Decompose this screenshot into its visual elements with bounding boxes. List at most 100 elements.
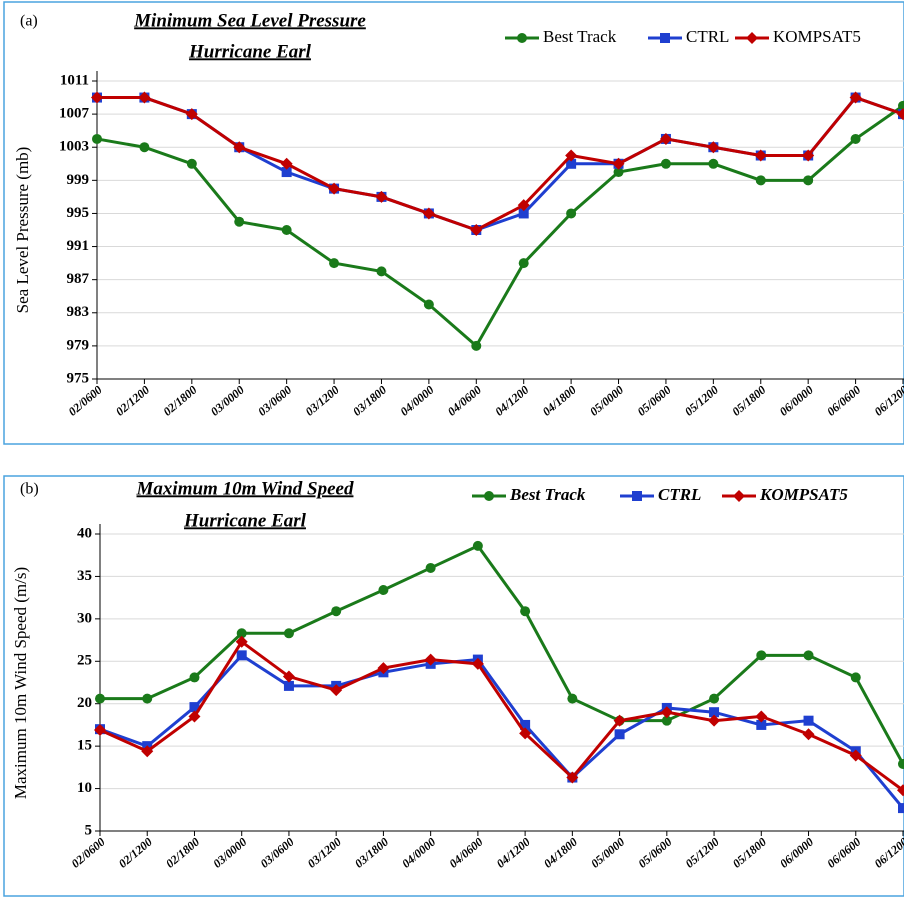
marker [708, 158, 719, 169]
x-tick-label: 06/0600 [824, 835, 863, 871]
series-line [99, 653, 904, 810]
marker [471, 340, 482, 351]
x-tick-label: 04/0000 [397, 383, 436, 419]
legend-label: CTRL [658, 485, 701, 504]
marker [424, 653, 437, 666]
y-tick-label: 20 [77, 695, 92, 711]
marker [661, 715, 672, 726]
x-tick-label: 02/1200 [116, 835, 155, 871]
marker [92, 133, 102, 144]
y-tick-label: 979 [67, 337, 90, 353]
x-tick-label: 02/1200 [113, 383, 152, 419]
marker [281, 167, 292, 178]
marker [141, 745, 154, 758]
x-tick-label: 03/1200 [303, 383, 342, 419]
marker [613, 714, 626, 727]
x-tick-label: 05/1200 [683, 835, 722, 871]
marker [898, 100, 904, 111]
y-tick-label: 10 [77, 780, 92, 796]
series-line [100, 543, 904, 765]
marker [898, 758, 904, 769]
marker [802, 149, 815, 162]
marker [330, 684, 343, 697]
y-tick-label: 15 [77, 738, 92, 754]
x-tick-label: 02/1800 [160, 383, 199, 419]
marker [189, 702, 200, 713]
marker [565, 149, 578, 162]
y-tick-label: 35 [77, 568, 92, 584]
marker [850, 133, 861, 144]
marker [518, 258, 529, 269]
marker [566, 158, 577, 169]
marker [566, 771, 579, 784]
x-tick-label: 04/1200 [494, 835, 533, 871]
marker [756, 719, 767, 730]
marker [377, 662, 390, 675]
x-tick-label: 05/0000 [588, 835, 627, 871]
series-line [97, 95, 904, 232]
x-tick-label: 06/0000 [777, 383, 816, 419]
marker [802, 728, 815, 741]
marker [376, 266, 387, 277]
marker [283, 680, 294, 691]
legend-label: KOMPSAT5 [759, 485, 848, 504]
x-tick-label: 05/1200 [682, 383, 721, 419]
marker [733, 490, 745, 502]
panel-frame [3, 475, 904, 897]
marker [614, 729, 625, 740]
marker [850, 672, 861, 683]
y-tick-label: 999 [67, 172, 90, 188]
y-axis-label: Sea Level Pressure (mb) [13, 147, 32, 314]
y-tick-label: 30 [77, 610, 92, 626]
marker [470, 224, 483, 236]
x-tick-label: 04/1800 [540, 383, 579, 419]
marker [484, 491, 494, 501]
marker [709, 707, 720, 718]
marker [803, 715, 814, 726]
legend-label: CTRL [686, 27, 729, 46]
marker [612, 157, 625, 170]
y-axis-label: Maximum 10m Wind Speed (m/s) [11, 567, 30, 799]
y-tick-label: 1007 [59, 106, 90, 122]
marker [709, 693, 720, 704]
x-tick-label: 04/1200 [492, 383, 531, 419]
x-tick-label: 04/0600 [445, 383, 484, 419]
chart-title: Minimum Sea Level Pressure [133, 10, 366, 31]
x-tick-label: 03/0600 [257, 835, 296, 871]
marker [328, 182, 341, 195]
x-tick-label: 06/0600 [824, 383, 863, 419]
marker [282, 670, 295, 683]
marker [803, 175, 814, 186]
marker [755, 175, 766, 186]
panel-frame [3, 1, 904, 445]
x-tick-label: 03/0600 [255, 383, 294, 419]
marker [849, 749, 862, 762]
legend-label: KOMPSAT5 [773, 27, 861, 46]
series-line [99, 639, 904, 792]
marker [138, 91, 151, 104]
panel-label: (a) [20, 13, 38, 30]
x-tick-label: 05/0600 [634, 383, 673, 419]
y-tick-label: 975 [67, 370, 90, 386]
marker [756, 650, 767, 661]
marker [472, 540, 483, 551]
x-tick-label: 04/1800 [541, 835, 580, 871]
marker [898, 803, 904, 814]
marker [707, 141, 720, 154]
chart-subtitle: Hurricane Earl [188, 41, 312, 62]
legend-label: Best Track [543, 27, 617, 46]
x-tick-label: 02/1800 [163, 835, 202, 871]
marker [423, 299, 434, 310]
y-tick-label: 1011 [60, 72, 89, 88]
marker [236, 650, 247, 661]
x-tick-label: 02/0600 [66, 383, 105, 419]
y-tick-label: 40 [77, 525, 92, 541]
marker [754, 149, 767, 162]
marker [519, 727, 532, 740]
legend-label: Best Track [509, 485, 586, 504]
marker [518, 208, 529, 219]
marker [95, 693, 105, 704]
marker [613, 167, 624, 178]
marker [280, 157, 293, 170]
